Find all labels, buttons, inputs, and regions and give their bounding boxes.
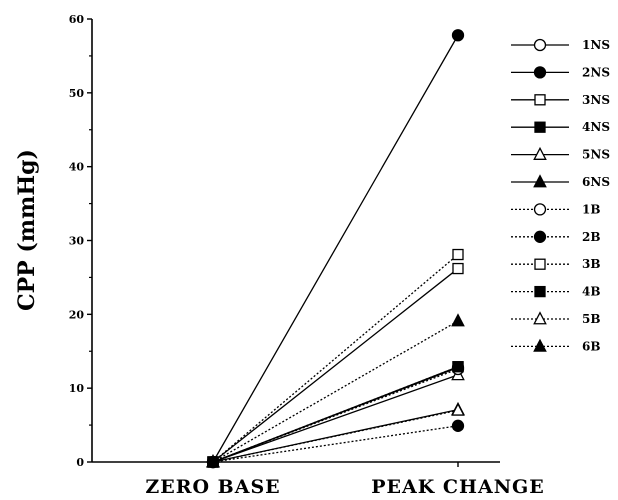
series-4NS <box>212 366 459 463</box>
x-tick-label: PEAK CHANGE <box>371 476 545 498</box>
legend-marker <box>533 311 547 325</box>
series-line <box>212 268 459 463</box>
legend-label: 6B <box>582 339 601 353</box>
legend-label: 3NS <box>582 93 610 107</box>
data-point <box>451 29 465 42</box>
legend-marker <box>533 230 547 243</box>
data-point <box>451 419 465 432</box>
legend-marker <box>533 174 547 188</box>
legend-entry-1B: 1B <box>511 202 601 216</box>
y-tick-label: 40 <box>69 161 85 174</box>
data-point <box>206 454 220 468</box>
legend-label: 5B <box>582 312 601 326</box>
legend-marker <box>533 66 547 79</box>
series-5NS <box>212 374 459 463</box>
series-5B <box>212 409 459 463</box>
legend-label: 6NS <box>582 175 610 189</box>
legend-marker <box>533 38 547 52</box>
legend-marker <box>533 203 547 216</box>
legend-entry-3NS: 3NS <box>511 93 610 107</box>
legend-entry-5B: 5B <box>511 311 601 326</box>
legend-entry-3B: 3B <box>511 257 601 271</box>
legend-label: 2NS <box>582 65 610 79</box>
x-tick-label: ZERO BASE <box>145 476 280 498</box>
series-3B <box>212 254 459 463</box>
series-2B <box>212 425 459 463</box>
legend-label: 5NS <box>582 148 610 162</box>
legend-entry-5NS: 5NS <box>511 146 610 162</box>
legend-label: 3B <box>582 257 601 271</box>
legend-marker <box>534 285 546 298</box>
series-line <box>212 374 459 463</box>
legend-marker <box>534 121 546 133</box>
series-line <box>212 254 459 463</box>
legend-label: 4NS <box>582 120 610 134</box>
legend-entry-6NS: 6NS <box>511 174 610 189</box>
series-markers-2B <box>206 419 465 469</box>
series-2NS <box>212 34 459 463</box>
data-point <box>451 313 465 327</box>
series-line <box>212 368 459 463</box>
series-layer <box>206 29 465 469</box>
axes: 0 10 20 30 40 50 60 ZERO BASE PEAK CHANGE <box>69 13 545 498</box>
series-line <box>212 425 459 463</box>
data-point <box>452 262 464 275</box>
series-markers-6B <box>206 313 465 468</box>
data-point <box>452 248 464 261</box>
y-tick-label: 60 <box>69 13 85 26</box>
y-tick-label: 30 <box>69 235 85 248</box>
series-3NS <box>212 268 459 463</box>
data-point <box>452 361 464 373</box>
legend: 1NS 2NS 3NS 4NS 5NS 6NS 1B 2B 3B 4B 5B 6B <box>511 38 610 353</box>
y-axis-label: CPP (mmHg) <box>14 149 40 311</box>
legend-entry-6B: 6B <box>511 338 601 353</box>
legend-marker <box>533 338 547 352</box>
series-1B <box>212 368 459 463</box>
legend-marker <box>534 94 546 106</box>
legend-marker <box>534 258 546 270</box>
y-tick-label: 0 <box>76 456 84 469</box>
legend-label: 4B <box>582 285 601 299</box>
y-tick-label: 10 <box>69 382 85 395</box>
legend-entry-4B: 4B <box>511 285 601 299</box>
legend-label: 2B <box>582 230 601 244</box>
data-point <box>451 402 465 416</box>
y-tick-label: 20 <box>69 308 85 321</box>
legend-entry-4NS: 4NS <box>511 120 610 134</box>
series-line <box>212 320 459 463</box>
legend-entry-2NS: 2NS <box>511 65 610 79</box>
legend-entry-1NS: 1NS <box>511 38 610 52</box>
y-tick-label: 50 <box>69 87 85 100</box>
series-line <box>212 366 459 463</box>
series-line <box>212 34 459 463</box>
legend-marker <box>533 146 547 160</box>
legend-label: 1NS <box>582 38 610 52</box>
legend-label: 1B <box>582 202 601 216</box>
series-6B <box>212 320 459 463</box>
legend-entry-2B: 2B <box>511 230 601 244</box>
series-line <box>212 409 459 463</box>
